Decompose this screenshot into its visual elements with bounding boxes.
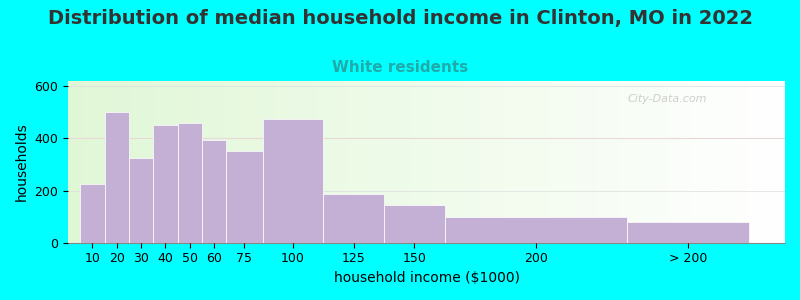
Bar xyxy=(445,217,627,243)
Bar xyxy=(323,194,384,243)
Bar xyxy=(129,158,154,243)
Bar xyxy=(384,205,445,243)
X-axis label: household income ($1000): household income ($1000) xyxy=(334,271,519,285)
Bar xyxy=(262,119,323,243)
Bar xyxy=(105,112,129,243)
Bar xyxy=(80,184,105,243)
Bar xyxy=(202,140,226,243)
Bar xyxy=(154,125,178,243)
Text: White residents: White residents xyxy=(332,60,468,75)
Bar xyxy=(226,152,262,243)
Bar xyxy=(178,123,202,243)
Y-axis label: households: households xyxy=(15,122,29,201)
Bar xyxy=(627,222,749,243)
Text: City-Data.com: City-Data.com xyxy=(627,94,706,104)
Text: Distribution of median household income in Clinton, MO in 2022: Distribution of median household income … xyxy=(47,9,753,28)
